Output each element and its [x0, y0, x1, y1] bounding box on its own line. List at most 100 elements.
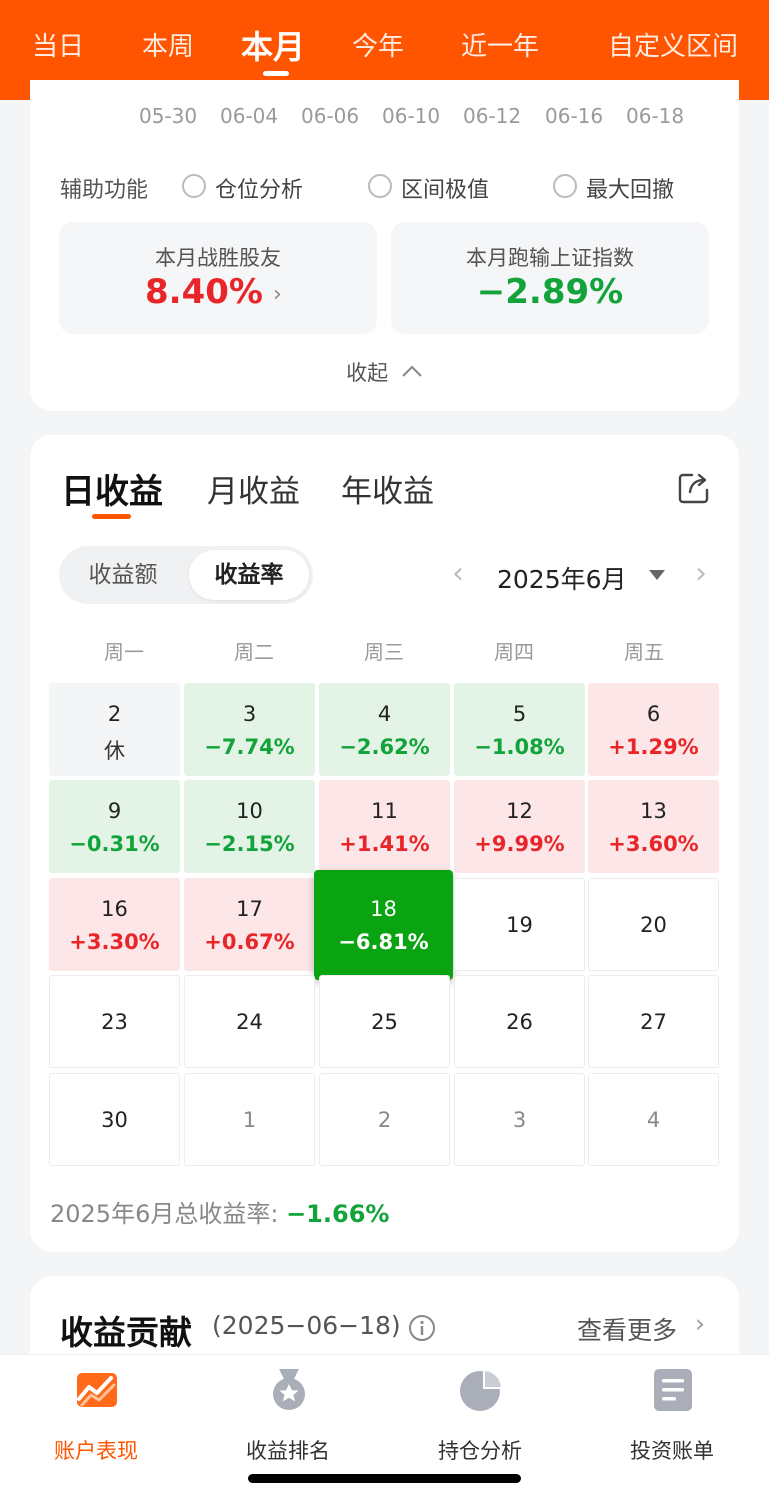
calendar-day-number: 16 [101, 897, 128, 921]
calendar-day-number: 11 [371, 799, 398, 823]
calendar-day[interactable]: 13 +3.60% [588, 780, 719, 873]
axis-date-label: 06-16 [545, 104, 604, 128]
calendar-day[interactable]: 3 −7.74% [184, 683, 315, 776]
beat-friends-title: 本月战胜股友 [155, 246, 281, 270]
calendar-day-return: +1.41% [339, 832, 430, 856]
tab-today[interactable]: 当日 [32, 32, 85, 62]
trend-chart-icon [77, 1373, 117, 1407]
month-total-label: 2025年6月总收益率: [50, 1200, 287, 1228]
calendar-day-number: 26 [506, 1010, 533, 1034]
calendar-day-return: −0.31% [69, 832, 160, 856]
calendar-day-number: 2 [107, 702, 122, 726]
calendar-day[interactable]: 20 [588, 878, 719, 971]
calendar-day-return: −7.74% [204, 735, 295, 759]
calendar-day[interactable]: 23 [49, 975, 180, 1068]
calendar-day[interactable]: 11 +1.41% [319, 780, 450, 873]
share-icon[interactable] [677, 471, 711, 505]
month-navigator: ‹ 2025年6月 › [450, 556, 730, 596]
chevron-left-icon[interactable]: ‹ [452, 556, 464, 591]
tab-this-week[interactable]: 本周 [142, 32, 195, 62]
calendar-day[interactable]: 5 −1.08% [454, 683, 585, 776]
segment-rate[interactable]: 收益率 [189, 550, 309, 600]
segment-amount[interactable]: 收益额 [88, 562, 158, 588]
tab-daily-returns[interactable]: 日收益 [61, 472, 163, 512]
tab-yearly-returns[interactable]: 年收益 [341, 474, 434, 510]
calendar-day-selected[interactable]: 18 −6.81% [314, 870, 453, 980]
contribution-title: 收益贡献 [60, 1313, 192, 1352]
calendar-day-number: 6 [646, 702, 661, 726]
calendar-day-return: +1.29% [608, 735, 699, 759]
calendar-day-number: 1 [242, 1108, 257, 1132]
aux-functions: 辅助功能 仓位分析 区间极值 最大回撤 [60, 170, 720, 204]
chevron-right-icon[interactable]: › [695, 1309, 705, 1338]
beat-friends-stat[interactable]: 本月战胜股友 8.40% › [59, 222, 377, 334]
chevron-right-icon[interactable]: › [695, 556, 707, 591]
position-analysis-label[interactable]: 仓位分析 [215, 178, 304, 203]
calendar-day[interactable]: 10 −2.15% [184, 780, 315, 873]
view-more-link[interactable]: 查看更多 [577, 1316, 678, 1345]
calendar-day[interactable]: 16 +3.30% [49, 878, 180, 971]
axis-date-label: 06-06 [301, 104, 360, 128]
calendar-day-return: −1.08% [474, 735, 565, 759]
calendar-day-number: 18 [370, 897, 397, 921]
calendar-day[interactable]: 2 [319, 1073, 450, 1166]
calendar-day-number: 30 [101, 1108, 128, 1132]
calendar-day[interactable]: 17 +0.67% [184, 878, 315, 971]
tab-custom-range[interactable]: 自定义区间 [608, 32, 739, 62]
medal-icon [273, 1369, 305, 1410]
calendar-day[interactable]: 6 +1.29% [588, 683, 719, 776]
tab-last-year[interactable]: 近一年 [461, 32, 540, 62]
calendar-day[interactable]: 24 [184, 975, 315, 1068]
info-icon[interactable] [408, 1314, 436, 1342]
axis-date-label: 06-10 [382, 104, 441, 128]
calendar-day-return: 休 [104, 739, 125, 763]
contribution-date: (2025−06−18) [212, 1311, 401, 1340]
range-extreme-radio[interactable] [368, 174, 392, 198]
calendar-day-return: +9.99% [474, 832, 565, 856]
calendar-day-number: 10 [236, 799, 263, 823]
bill-document-icon [654, 1369, 692, 1411]
calendar-day[interactable]: 1 [184, 1073, 315, 1166]
beat-friends-value: 8.40% [145, 272, 263, 312]
calendar-day[interactable]: 4 [588, 1073, 719, 1166]
collapse-button[interactable]: 收起 [0, 357, 769, 387]
position-analysis-radio[interactable] [182, 174, 206, 198]
max-drawdown-radio[interactable] [553, 174, 577, 198]
calendar-day-number: 27 [640, 1010, 667, 1034]
calendar-day[interactable]: 19 [454, 878, 585, 971]
nav-label: 持仓分析 [438, 1439, 522, 1463]
calendar-day[interactable]: 30 [49, 1073, 180, 1166]
nav-label: 收益排名 [246, 1439, 330, 1463]
calendar-day[interactable]: 25 [319, 975, 450, 1068]
weekday-label: 周一 [104, 640, 144, 664]
calendar-day-number: 5 [512, 702, 527, 726]
collapse-label: 收起 [346, 361, 389, 385]
calendar-day[interactable]: 27 [588, 975, 719, 1068]
calendar-day-number: 4 [377, 702, 392, 726]
tab-this-year[interactable]: 今年 [352, 32, 405, 62]
tab-monthly-returns[interactable]: 月收益 [207, 474, 300, 510]
calendar-day[interactable]: 26 [454, 975, 585, 1068]
calendar-day-number: 20 [640, 913, 667, 937]
calendar-day-number: 17 [236, 897, 263, 921]
month-label[interactable]: 2025年6月 [497, 565, 627, 594]
caret-down-icon[interactable] [649, 570, 665, 580]
max-drawdown-label[interactable]: 最大回撤 [586, 178, 675, 203]
calendar-day-return: −2.15% [204, 832, 295, 856]
range-extreme-label[interactable]: 区间极值 [401, 178, 490, 203]
weekday-label: 周二 [234, 640, 274, 664]
tab-this-month[interactable]: 本月 [241, 28, 306, 66]
vs-index-value: −2.89% [476, 272, 624, 312]
calendar-day[interactable]: 9 −0.31% [49, 780, 180, 873]
axis-date-label: 06-12 [463, 104, 522, 128]
axis-date-label: 05-30 [139, 104, 198, 128]
calendar-day-number: 2 [377, 1108, 392, 1132]
calendar-day[interactable]: 3 [454, 1073, 585, 1166]
pie-chart-icon [460, 1369, 503, 1411]
calendar-day-number: 12 [506, 799, 533, 823]
calendar-day[interactable]: 4 −2.62% [319, 683, 450, 776]
calendar-day[interactable]: 12 +9.99% [454, 780, 585, 873]
value-type-toggle: 收益额 收益率 [59, 546, 313, 604]
calendar-day-number: 23 [101, 1010, 128, 1034]
